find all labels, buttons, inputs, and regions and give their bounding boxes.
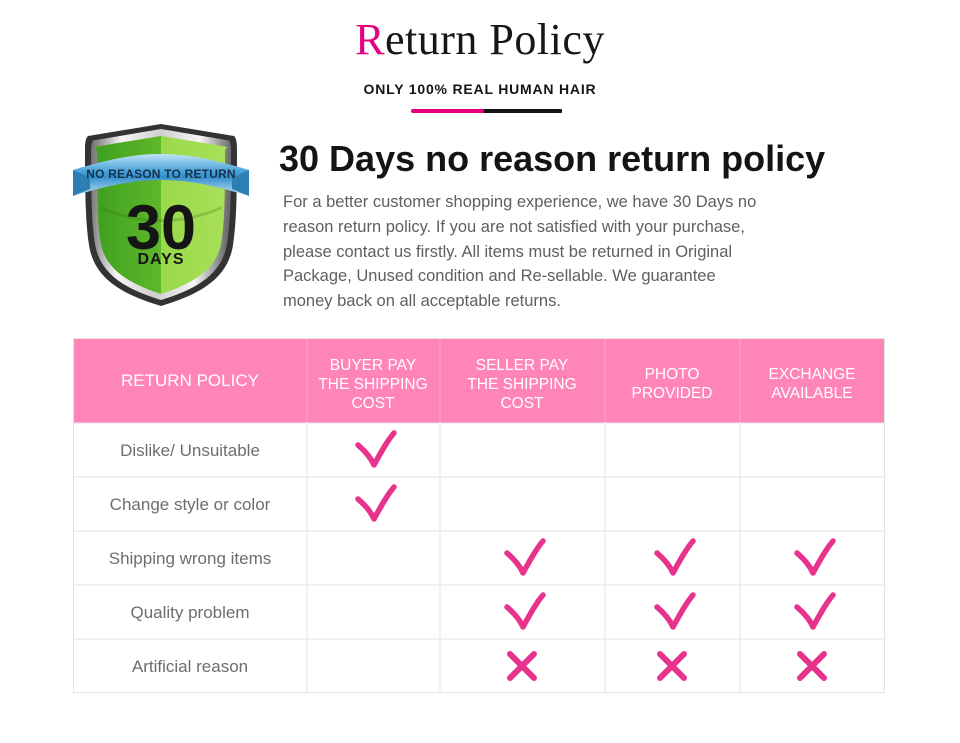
svg-text:PROVIDED: PROVIDED xyxy=(632,385,713,402)
svg-text:COST: COST xyxy=(351,395,395,412)
svg-text:THE SHIPPING: THE SHIPPING xyxy=(467,376,576,393)
svg-text:Change style or color: Change style or color xyxy=(110,495,271,514)
svg-text:AVAILABLE: AVAILABLE xyxy=(771,385,852,402)
svg-text:COST: COST xyxy=(500,395,544,412)
svg-text:DAYS: DAYS xyxy=(138,251,185,268)
svg-text:PHOTO: PHOTO xyxy=(645,366,700,383)
svg-text:EXCHANGE: EXCHANGE xyxy=(769,366,856,383)
svg-text:RETURN POLICY: RETURN POLICY xyxy=(121,371,259,390)
svg-text:Quality problem: Quality problem xyxy=(130,603,249,622)
svg-text:Dislike/ Unsuitable: Dislike/ Unsuitable xyxy=(120,441,260,460)
svg-text:THE SHIPPING: THE SHIPPING xyxy=(318,376,427,393)
svg-text:Shipping wrong items: Shipping wrong items xyxy=(109,549,272,568)
svg-text:BUYER PAY: BUYER PAY xyxy=(330,357,416,374)
svg-text:Artificial reason: Artificial reason xyxy=(132,657,248,676)
svg-text:SELLER PAY: SELLER PAY xyxy=(476,357,568,374)
svg-text:NO REASON TO RETURN: NO REASON TO RETURN xyxy=(86,167,236,181)
